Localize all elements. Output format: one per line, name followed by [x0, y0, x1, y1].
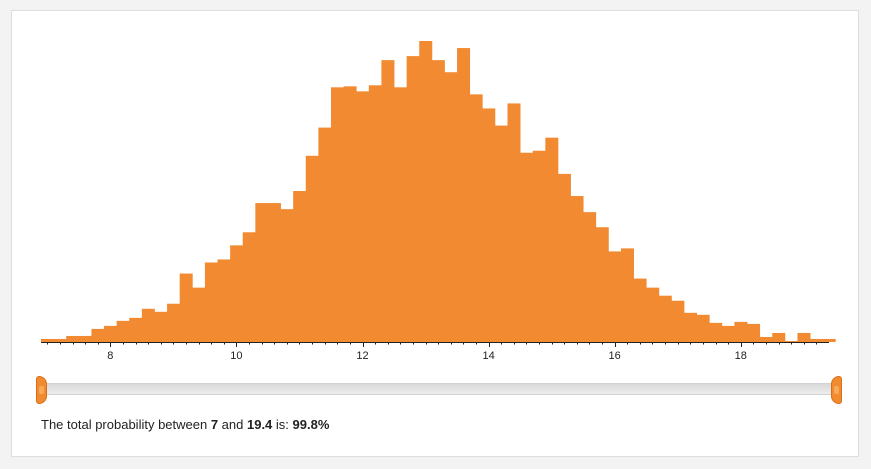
histogram-bar [167, 303, 181, 342]
slider-handle-low[interactable] [36, 376, 47, 404]
histogram-bar [646, 287, 660, 342]
x-axis: 8 10 12 14 16 18 [41, 342, 829, 362]
histogram-bar [267, 203, 281, 342]
grip-icon [834, 386, 839, 394]
histogram-bar [772, 332, 786, 342]
histogram-bar [570, 196, 584, 342]
histogram-bar [318, 127, 332, 342]
histogram-bar [255, 203, 269, 342]
histogram-bar [671, 300, 685, 342]
histogram-bar [734, 321, 748, 342]
histogram-bar [66, 335, 80, 342]
range-high-value: 19.4 [246, 417, 273, 432]
probability-summary: The total probability between 7 and 19.4… [41, 417, 329, 432]
histogram-bar [532, 150, 546, 342]
histogram-bar [620, 248, 634, 342]
histogram-bar [507, 103, 521, 342]
histogram-bar [242, 232, 256, 342]
histogram-bar [204, 262, 218, 342]
histogram-bar [356, 91, 370, 342]
histogram-bars [41, 41, 836, 343]
x-tick-label: 14 [482, 350, 494, 362]
histogram-bar [595, 227, 609, 342]
slider-track[interactable] [40, 383, 838, 395]
histogram-bar [368, 85, 382, 343]
histogram-bar [154, 311, 168, 342]
histogram-bar [784, 340, 798, 342]
histogram-bar [280, 209, 294, 342]
histogram-bar [431, 60, 445, 343]
x-tick-label: 12 [356, 350, 368, 362]
histogram-bar [305, 155, 319, 342]
histogram-bar [810, 338, 824, 342]
histogram-bar [797, 332, 811, 342]
histogram-bar [330, 87, 344, 343]
range-low-value: 7 [210, 417, 219, 432]
histogram-bar [141, 308, 155, 342]
histogram-bar [343, 86, 357, 342]
grip-icon [39, 386, 44, 394]
histogram-bar [41, 338, 55, 342]
histogram-chart: 8 10 12 14 16 18 [41, 41, 836, 362]
histogram-bar [633, 278, 647, 342]
histogram-bar [104, 325, 118, 342]
histogram-bar [583, 212, 597, 342]
summary-middle: and [218, 417, 247, 432]
histogram-bar [406, 56, 420, 343]
x-tick-label: 18 [735, 350, 747, 362]
histogram-bar [709, 322, 723, 342]
histogram-bar [230, 245, 244, 342]
summary-suffix: is: [272, 417, 293, 432]
histogram-bar [520, 152, 534, 342]
histogram-bar [394, 87, 408, 343]
x-tick-label: 8 [107, 350, 113, 362]
histogram-bar [684, 312, 698, 342]
histogram-bar [179, 273, 193, 342]
histogram-bar [608, 251, 622, 342]
histogram-bar [419, 41, 433, 343]
histogram-bar [129, 317, 143, 342]
histogram-bar [658, 295, 672, 342]
slider-handle-high[interactable] [831, 376, 842, 404]
histogram-bar [444, 72, 458, 343]
probability-value: 99.8% [292, 417, 330, 432]
histogram-bar [482, 108, 496, 342]
histogram-bar [494, 125, 508, 342]
x-tick-label: 10 [230, 350, 242, 362]
histogram-bar [457, 48, 471, 342]
histogram-bar [469, 94, 483, 342]
histogram-bar [721, 325, 735, 342]
histogram-bar [293, 191, 307, 342]
histogram-bar [557, 173, 571, 342]
summary-prefix: The total probability between [41, 417, 211, 432]
histogram-bar [696, 314, 710, 342]
histogram-bar [545, 137, 559, 342]
histogram-bar [91, 328, 105, 342]
histogram-bar [78, 335, 92, 342]
histogram-bar [747, 323, 761, 342]
histogram-bar [759, 336, 773, 342]
x-tick-label: 16 [609, 350, 621, 362]
histogram-bar [192, 287, 206, 342]
range-slider[interactable] [36, 376, 842, 404]
histogram-bar [116, 320, 130, 342]
histogram-bar [217, 259, 231, 342]
chart-panel: 8 10 12 14 16 18 The total probability betwee… [11, 10, 859, 457]
histogram-bar [381, 60, 395, 343]
histogram-bar [822, 338, 836, 342]
histogram-bar [53, 338, 67, 342]
